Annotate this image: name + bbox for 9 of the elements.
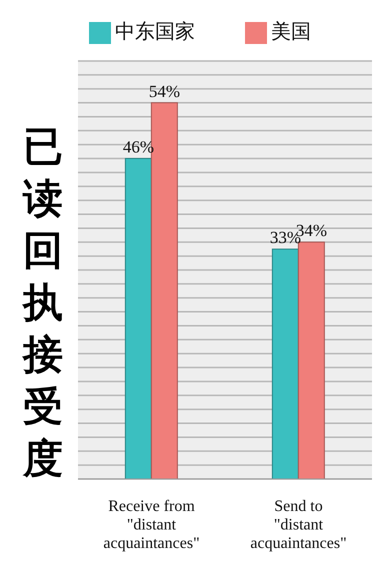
data-label: 54% bbox=[148, 82, 180, 101]
x-tick-label: Receive from "distant acquaintances" bbox=[103, 498, 200, 552]
legend-label: 中东国家 bbox=[115, 19, 195, 43]
bar bbox=[298, 242, 325, 480]
bar bbox=[272, 248, 299, 480]
legend-label: 美国 bbox=[271, 19, 311, 43]
x-tick-label: Send to "distant acquaintances" bbox=[250, 498, 347, 552]
bar bbox=[124, 158, 152, 480]
y-axis-title: 已读回执接受度 bbox=[23, 122, 63, 484]
